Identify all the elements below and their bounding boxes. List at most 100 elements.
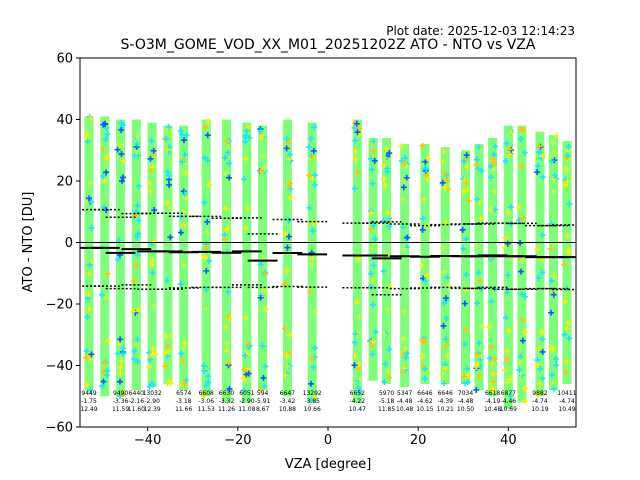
scatter-point [84, 130, 91, 137]
plot-content: 9449-1.7512.499490-3.3611.596440-2.1611.… [80, 113, 576, 413]
scatter-point [306, 172, 313, 179]
scatter-point [103, 294, 110, 301]
scatter-point [368, 283, 375, 290]
bin-scatter-band [562, 141, 572, 384]
scatter-point [372, 329, 379, 336]
scatter-point [521, 398, 528, 405]
bin-std-label: 11.60 [128, 406, 145, 413]
axes: −40 −20 0 20 40 −60 −40 −20 0 20 40 60 [46, 52, 577, 448]
scatter-point [423, 369, 430, 376]
scatter-point [488, 298, 495, 305]
bin-scatter-band [352, 119, 362, 403]
scatter-point [474, 196, 481, 203]
scatter-point [461, 373, 468, 380]
scatter-point [516, 359, 523, 366]
scatter-point [308, 397, 315, 404]
scatter-point [221, 154, 228, 161]
vza-bin-5 [162, 123, 174, 387]
scatter-point [357, 376, 364, 383]
scatter-point [163, 135, 170, 142]
scatter-point [103, 169, 110, 176]
scatter-point [84, 381, 91, 388]
scatter-point [400, 195, 407, 202]
bin-mean-label: -4.74 [532, 398, 548, 405]
scatter-point [311, 345, 318, 352]
scatter-point [461, 157, 468, 164]
scatter-point [475, 373, 482, 380]
scatter-point [552, 355, 559, 362]
scatter-point [564, 178, 571, 185]
scatter-point [384, 306, 391, 313]
scatter-point [420, 215, 427, 222]
scatter-point [242, 314, 249, 321]
scatter-point [257, 168, 264, 175]
bin-mean-label: -4.39 [437, 398, 453, 405]
scatter-point [205, 373, 212, 380]
scatter-point [516, 217, 523, 224]
scatter-point [243, 371, 250, 378]
scatter-point [537, 365, 544, 372]
bin-std-label: 11.26 [218, 406, 235, 413]
scatter-point [309, 263, 316, 270]
bin-mean-label: -2.90 [144, 398, 160, 405]
bin-mean-label: -3.32 [219, 398, 235, 405]
scatter-point [181, 191, 188, 198]
scatter-point [563, 358, 570, 365]
scatter-point [487, 174, 494, 181]
scatter-point [242, 352, 249, 359]
scatter-point [517, 268, 524, 275]
scatter-point [563, 167, 570, 174]
scatter-point [100, 378, 107, 385]
scatter-point [120, 157, 127, 164]
scatter-point [368, 209, 375, 216]
vza-bin-18 [439, 147, 452, 387]
scatter-point [401, 365, 408, 372]
bin-scatter-band [474, 144, 484, 391]
scatter-point [84, 314, 91, 321]
scatter-point [354, 169, 361, 176]
scatter-point [134, 336, 141, 343]
scatter-point [519, 316, 526, 323]
scatter-point [461, 300, 468, 307]
scatter-point [473, 386, 480, 393]
bin-mean-label: -4.62 [417, 398, 433, 405]
scatter-point [226, 160, 233, 167]
bin-std-label: 10.48 [484, 406, 501, 413]
bin-std-label: 10.50 [457, 406, 474, 413]
scatter-point [371, 157, 378, 164]
scatter-point [241, 387, 248, 394]
scatter-point [400, 160, 407, 167]
scatter-point [492, 206, 499, 213]
scatter-point [489, 156, 496, 163]
scatter-point [181, 380, 188, 387]
scatter-point [490, 151, 497, 158]
scatter-point [203, 382, 210, 389]
scatter-point [490, 370, 497, 377]
bin-mean-label: -1.75 [81, 398, 97, 405]
scatter-point [552, 379, 559, 386]
scatter-point [372, 235, 379, 242]
scatter-point [101, 177, 108, 184]
scatter-point [86, 306, 93, 313]
x-axis-label: VZA [degree] [285, 457, 372, 472]
bin-scatter-band [307, 122, 317, 403]
bin-std-label: 10.21 [437, 406, 454, 413]
bin-scatter-band [84, 116, 94, 391]
scatter-point [221, 236, 228, 243]
bin-scatter-band [548, 134, 558, 391]
scatter-point [551, 149, 558, 156]
scatter-point [204, 229, 211, 236]
scatter-point [117, 378, 124, 385]
scatter-point [114, 146, 121, 153]
scatter-point [551, 172, 558, 179]
scatter-point [148, 261, 155, 268]
scatter-point [539, 269, 546, 276]
scatter-point [420, 196, 427, 203]
scatter-point [503, 140, 510, 147]
scatter-point [98, 291, 105, 298]
scatter-point [519, 215, 526, 222]
scatter-point [99, 382, 106, 389]
scatter-point [246, 134, 253, 141]
scatter-point [284, 267, 291, 274]
scatter-point [223, 341, 230, 348]
